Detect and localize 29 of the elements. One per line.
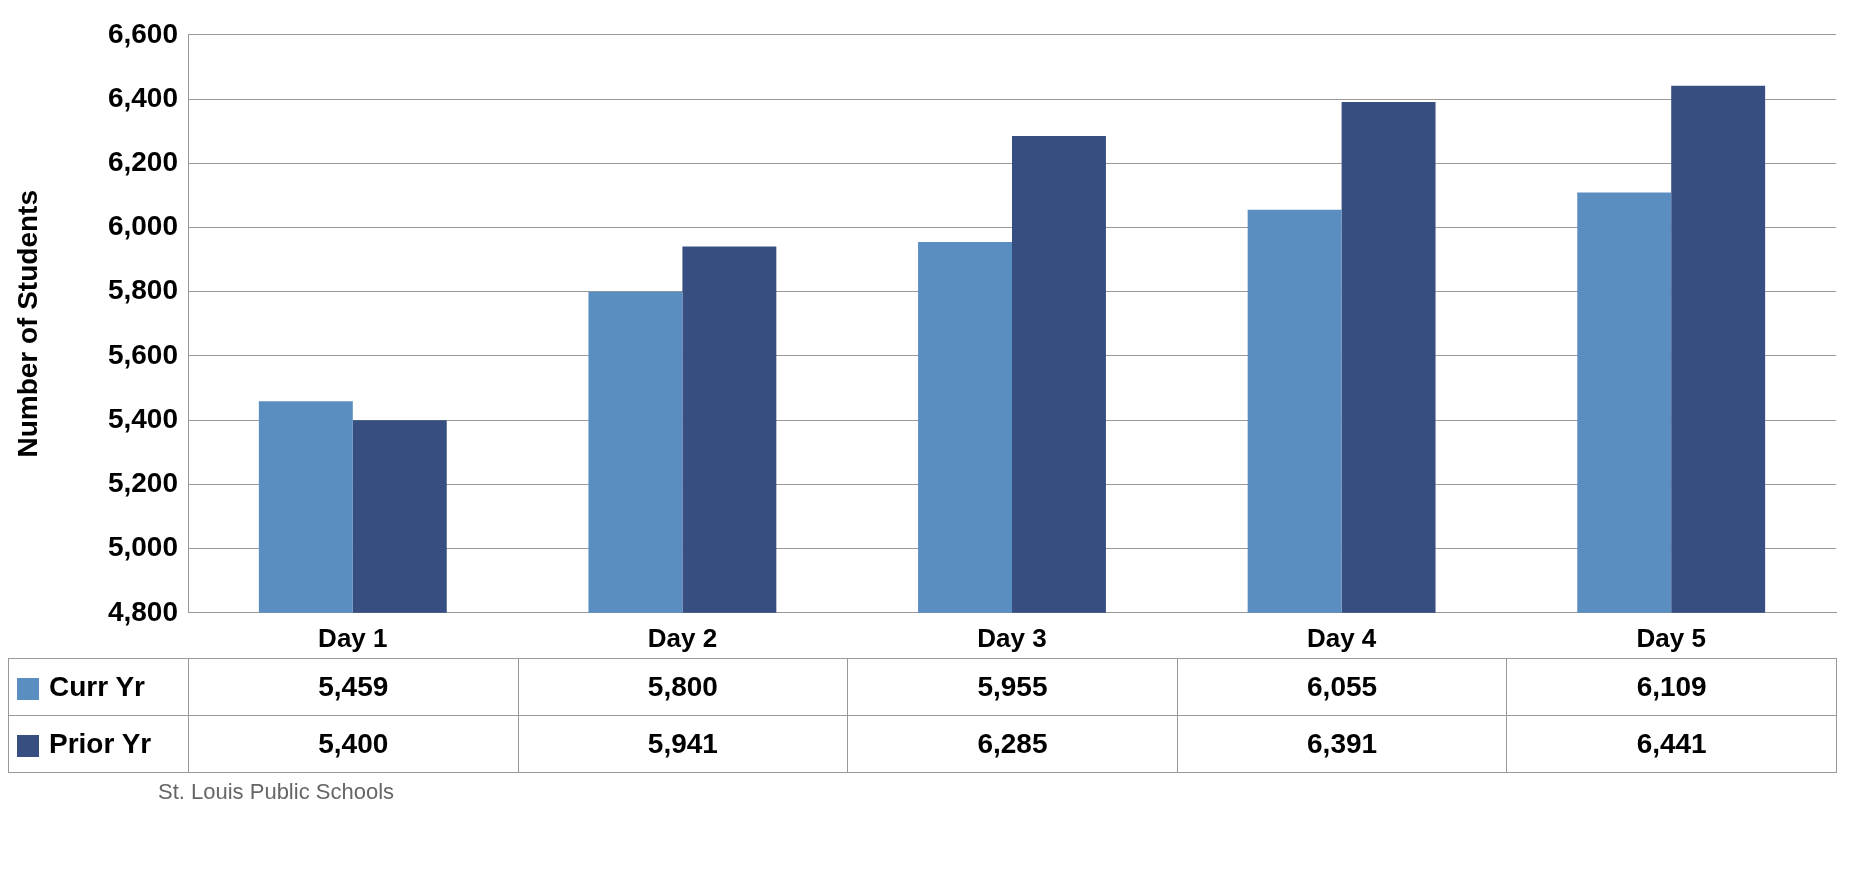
data-label: 5,800 [518, 658, 848, 716]
x-tick-label: Day 1 [318, 622, 388, 653]
y-tick-label: 6,000 [107, 210, 178, 242]
legend-label: Curr Yr [49, 671, 145, 702]
y-tick-label: 5,600 [107, 338, 178, 370]
data-label: 5,941 [518, 715, 848, 773]
y-tick-label: 6,600 [107, 17, 178, 49]
y-tick-label: 5,800 [107, 274, 178, 306]
y-tick-label: 5,000 [107, 531, 178, 563]
data-label: 6,285 [847, 715, 1178, 773]
data-label: 6,109 [1506, 658, 1837, 716]
x-tick-label: Day 3 [977, 622, 1047, 653]
y-axis-title: Number of Students [11, 190, 43, 458]
data-label: 6,391 [1177, 715, 1507, 773]
data-label: 5,459 [188, 658, 519, 716]
y-tick-label: 6,200 [107, 145, 178, 177]
x-tick-label: Day 2 [647, 622, 718, 653]
x-tick-label: Day 4 [1306, 622, 1377, 653]
legend-label: Prior Yr [49, 728, 152, 759]
text: St. Louis Public Schools [158, 779, 396, 805]
y-tick-label: 5,400 [107, 402, 178, 434]
y-tick-label: 5,200 [107, 467, 178, 499]
data-label: 5,955 [847, 658, 1178, 716]
data-label: 5,400 [188, 715, 519, 773]
data-label: 6,441 [1506, 715, 1837, 773]
x-tick-label: Day 5 [1636, 622, 1706, 653]
y-tick-label: 6,400 [107, 81, 178, 113]
y-tick-label: 4,800 [107, 595, 178, 627]
data-label: 6,055 [1177, 658, 1507, 716]
